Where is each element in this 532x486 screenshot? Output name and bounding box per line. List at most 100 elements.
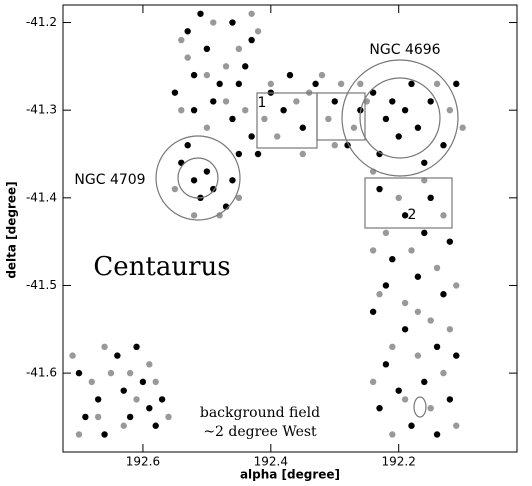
point bbox=[274, 133, 281, 140]
point bbox=[408, 422, 415, 429]
point bbox=[453, 352, 460, 359]
point bbox=[120, 387, 127, 394]
point bbox=[382, 115, 390, 123]
point bbox=[178, 106, 185, 114]
point bbox=[408, 247, 415, 254]
point bbox=[216, 212, 223, 219]
point bbox=[216, 80, 223, 88]
point bbox=[158, 396, 166, 403]
point bbox=[286, 71, 294, 79]
point bbox=[107, 369, 115, 377]
point bbox=[382, 361, 390, 368]
annotation: NGC 4709 bbox=[74, 172, 145, 188]
point bbox=[242, 106, 249, 114]
point bbox=[414, 124, 422, 131]
point bbox=[203, 71, 211, 79]
point bbox=[369, 378, 377, 386]
point bbox=[133, 396, 140, 403]
annotation: NGC 4696 bbox=[369, 42, 440, 58]
point bbox=[152, 378, 159, 386]
point bbox=[190, 177, 198, 184]
annotation: Centaurus bbox=[93, 252, 230, 282]
point bbox=[235, 45, 243, 53]
point bbox=[88, 378, 95, 386]
point bbox=[318, 71, 326, 79]
point bbox=[280, 106, 287, 114]
plot-frame bbox=[62, 4, 518, 453]
point bbox=[427, 194, 434, 202]
marks bbox=[69, 10, 466, 438]
point bbox=[421, 159, 428, 166]
point bbox=[203, 45, 211, 53]
galaxy-circle bbox=[155, 135, 241, 221]
point bbox=[401, 396, 409, 403]
point bbox=[389, 343, 396, 351]
point bbox=[248, 133, 255, 140]
point bbox=[267, 80, 275, 88]
point bbox=[101, 343, 108, 351]
point bbox=[171, 89, 179, 96]
point bbox=[369, 89, 377, 96]
point bbox=[184, 54, 191, 61]
point bbox=[331, 98, 338, 105]
galaxy-circle bbox=[359, 77, 441, 159]
point bbox=[401, 299, 409, 307]
y-tick-label: -41.4 bbox=[26, 190, 57, 204]
point bbox=[203, 124, 211, 131]
point bbox=[139, 378, 147, 386]
point bbox=[446, 326, 454, 333]
point bbox=[229, 177, 236, 184]
point bbox=[440, 369, 447, 377]
point bbox=[254, 150, 262, 158]
galaxy-circle bbox=[341, 59, 459, 177]
y-tick-label: -41.2 bbox=[26, 15, 57, 29]
point bbox=[75, 369, 83, 377]
point bbox=[203, 168, 211, 175]
point bbox=[210, 98, 217, 105]
point bbox=[446, 106, 454, 114]
point bbox=[75, 431, 83, 438]
point bbox=[401, 106, 409, 114]
point bbox=[389, 255, 396, 263]
point bbox=[101, 431, 108, 438]
point bbox=[453, 422, 460, 429]
point bbox=[293, 98, 300, 105]
point bbox=[440, 142, 447, 149]
point bbox=[133, 343, 140, 351]
point bbox=[261, 115, 268, 123]
point bbox=[369, 308, 377, 315]
point bbox=[254, 28, 262, 35]
point bbox=[446, 396, 454, 403]
point bbox=[389, 98, 396, 105]
point bbox=[210, 185, 217, 193]
point bbox=[165, 413, 172, 421]
point bbox=[184, 28, 191, 35]
x-tick-label: 192.6 bbox=[126, 455, 160, 469]
point bbox=[376, 291, 383, 298]
point bbox=[190, 212, 198, 219]
point bbox=[331, 142, 338, 149]
point bbox=[382, 229, 390, 237]
field-box bbox=[316, 92, 366, 141]
point bbox=[395, 133, 402, 140]
point bbox=[299, 150, 306, 158]
point bbox=[421, 229, 428, 237]
point bbox=[427, 404, 434, 412]
point bbox=[126, 369, 134, 377]
point bbox=[433, 343, 441, 351]
point bbox=[235, 150, 243, 158]
point bbox=[414, 352, 422, 359]
point bbox=[210, 19, 217, 26]
y-tick-label: -41.3 bbox=[26, 103, 57, 117]
point bbox=[446, 238, 454, 245]
field-box bbox=[364, 177, 453, 229]
point bbox=[414, 273, 422, 280]
point bbox=[376, 185, 383, 193]
point bbox=[453, 282, 460, 289]
x-tick-label: 192.2 bbox=[382, 455, 416, 469]
point bbox=[178, 36, 185, 44]
point bbox=[126, 413, 134, 421]
point bbox=[94, 413, 102, 421]
point bbox=[357, 80, 364, 88]
